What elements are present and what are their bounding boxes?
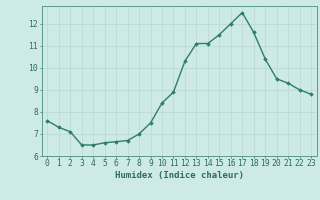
X-axis label: Humidex (Indice chaleur): Humidex (Indice chaleur)	[115, 171, 244, 180]
